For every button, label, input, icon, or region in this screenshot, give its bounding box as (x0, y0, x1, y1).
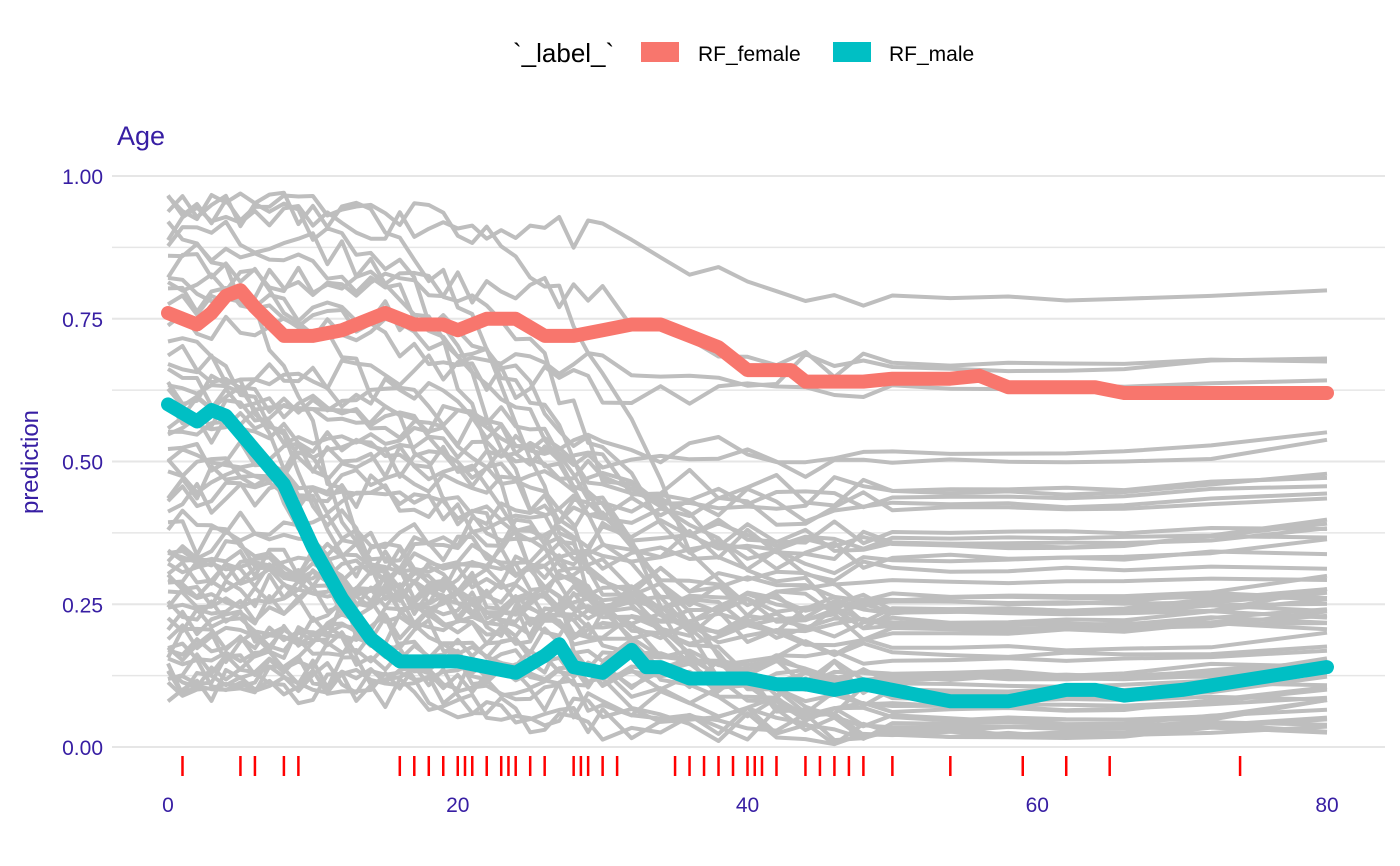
ice-curve (167, 559, 1328, 598)
x-tick-label: 80 (1315, 794, 1338, 817)
ice-curve (166, 607, 1328, 648)
ice-lines-layer (166, 190, 1328, 747)
ice-curve (166, 204, 1328, 308)
y-tick-label: 0.25 (62, 594, 103, 617)
ice-curve (166, 252, 1328, 576)
series-line-rf-female (161, 283, 1334, 400)
ice-curve (166, 219, 1328, 747)
ice-curve (166, 529, 1328, 603)
ice-curve (166, 193, 1328, 630)
x-tick-label: 40 (736, 794, 759, 817)
ice-curve (166, 526, 1328, 660)
ice-curve (167, 353, 1328, 640)
legend-label-rf-female: RF_female (698, 43, 801, 66)
ice-curve (166, 667, 1328, 741)
legend-swatch-rf-male (833, 42, 871, 62)
rug-layer (181, 756, 1242, 776)
y-tick-label: 0.75 (62, 309, 103, 332)
ice-curve (166, 486, 1328, 690)
chart-title: Age (117, 121, 165, 151)
legend-swatch-rf-female (641, 42, 679, 62)
x-axis-ticks: 0 20 40 60 80 (162, 794, 1339, 817)
ice-curve (167, 415, 1328, 465)
ice-curve (166, 290, 1328, 552)
ice-curve (167, 267, 1328, 379)
ice-curve (166, 411, 1328, 687)
y-tick-label: 0.00 (62, 737, 103, 760)
ice-curve (166, 344, 1328, 644)
ice-curve (166, 387, 1328, 640)
ice-curve (166, 572, 1328, 709)
ice-curve (167, 539, 1328, 673)
legend-label-rf-male: RF_male (889, 43, 974, 66)
ice-curve (166, 384, 1328, 723)
ice-curve (166, 437, 1328, 479)
legend: `_label_` RF_female RF_male (513, 38, 974, 68)
x-tick-label: 20 (446, 794, 469, 817)
series-layer (161, 283, 1334, 709)
y-axis-label: prediction (17, 410, 44, 514)
ice-curve (167, 242, 1328, 508)
y-axis-ticks: 0.00 0.25 0.50 0.75 1.00 (62, 166, 103, 760)
ice-curve (167, 351, 1328, 396)
x-tick-label: 0 (162, 794, 174, 817)
ice-curve (167, 403, 1328, 689)
y-tick-label: 0.50 (62, 452, 103, 475)
ice-curve (166, 548, 1328, 639)
y-tick-label: 1.00 (62, 166, 103, 189)
series-line-rf-male (161, 397, 1334, 709)
legend-title: `_label_` (513, 38, 614, 68)
x-tick-label: 60 (1026, 794, 1049, 817)
